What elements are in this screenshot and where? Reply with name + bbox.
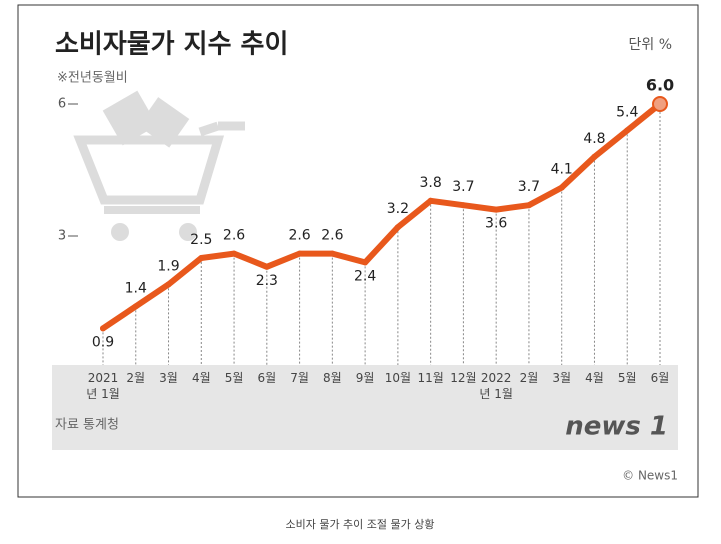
x-tick-label: 11월 [417, 371, 444, 385]
logo: news 1 [565, 412, 668, 442]
x-tick-label: 6월 [650, 371, 670, 385]
data-label: 3.8 [420, 175, 442, 191]
x-tick-label: 8월 [323, 371, 342, 385]
credit: © News1 [622, 469, 678, 483]
data-label: 1.9 [157, 258, 179, 274]
point [394, 224, 401, 231]
x-tick-label: 3월 [159, 371, 178, 385]
data-label: 1.4 [125, 280, 147, 296]
point [460, 202, 467, 209]
data-label: 2.3 [256, 273, 278, 289]
line [100, 101, 663, 332]
cart-icon [73, 90, 245, 241]
point [329, 250, 336, 257]
point [362, 259, 369, 266]
x-tick-label: 9월 [355, 371, 375, 385]
subtitle: ※전년동월비 [57, 71, 128, 86]
x-tick-label: 3월 [552, 371, 572, 385]
unit-label: 단위 % [628, 37, 672, 53]
data-label: 3.7 [452, 179, 474, 195]
x-tick-label: 7월 [290, 371, 309, 385]
point [165, 281, 172, 288]
point [231, 250, 238, 257]
x-tick-label: 4월 [585, 371, 604, 385]
point [427, 197, 434, 204]
data-label: 3.7 [518, 179, 540, 195]
data-label: 4.1 [551, 162, 573, 178]
x-tick-label: 4월 [191, 371, 211, 385]
caption: 소비자 물가 추이 조절 물가 상황 [285, 518, 434, 531]
data-label: 3.6 [485, 216, 507, 232]
x-tick-label: 2021년 1월 [86, 371, 120, 401]
x-tick-label: 5월 [617, 371, 637, 385]
point [296, 250, 303, 257]
data-label: 5.4 [616, 104, 638, 120]
chart-title: 소비자물가 지수 추이 [55, 30, 288, 60]
x-tick-label: 6월 [257, 371, 277, 385]
data-label: 2.6 [321, 228, 343, 244]
point [624, 127, 631, 134]
y-tick-label: 3 [58, 229, 66, 244]
x-tick-label: 2월 [126, 371, 146, 385]
x-tick-label: 12월 [450, 371, 477, 385]
data-label: 0.9 [92, 334, 114, 350]
source: 자료 통계청 [55, 418, 119, 433]
axis-band [52, 365, 678, 450]
point [525, 202, 532, 209]
x-tick-label: 2022년 1월 [479, 371, 513, 401]
point [652, 96, 668, 112]
data-label: 4.8 [583, 131, 605, 147]
point [263, 263, 270, 270]
point [591, 153, 598, 160]
data-label: 2.5 [190, 232, 212, 248]
y-tick-label: 6 [58, 97, 66, 112]
data-label: 3.2 [387, 201, 409, 217]
point [132, 303, 139, 310]
point [558, 184, 565, 191]
x-tick-label: 10월 [384, 371, 412, 385]
data-label: 2.4 [354, 268, 376, 284]
point [493, 206, 500, 213]
point [198, 255, 205, 261]
point [100, 325, 106, 332]
x-tick-label: 5월 [224, 371, 244, 385]
data-label: 2.6 [223, 228, 245, 244]
data-label: 2.6 [288, 228, 310, 244]
data-label: 6.0 [646, 76, 674, 95]
x-tick-label: 2월 [519, 371, 539, 385]
